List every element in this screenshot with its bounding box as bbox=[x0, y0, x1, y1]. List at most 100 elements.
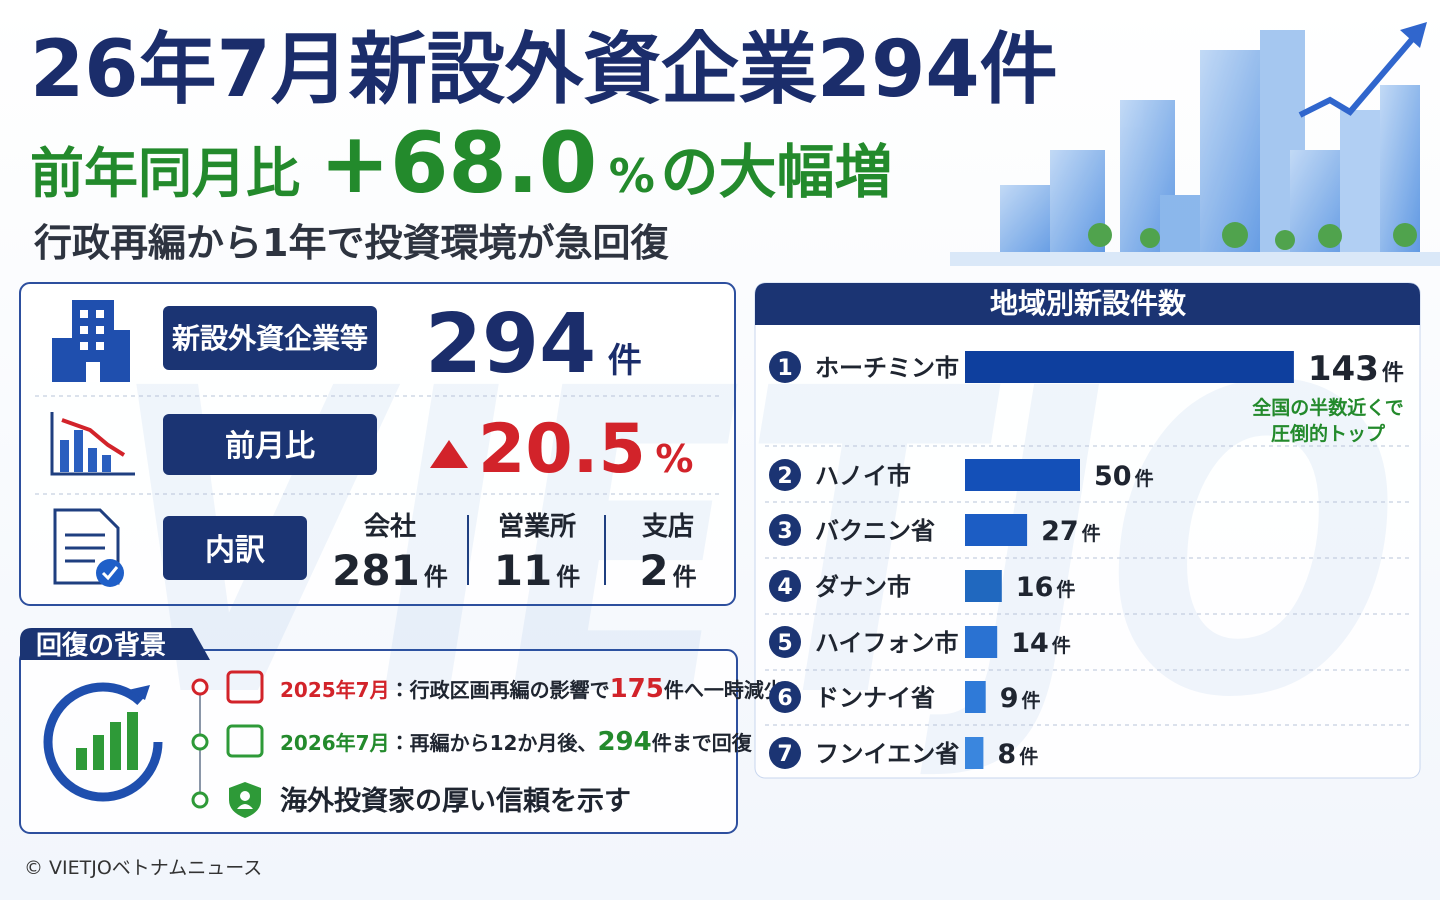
city-illustration bbox=[950, 22, 1440, 266]
bar bbox=[965, 737, 984, 769]
title: 26年7月新設外資企業294件 bbox=[30, 25, 1058, 115]
stat-label: 新設外資企業等 bbox=[171, 322, 368, 355]
category-label: ハノイ市 bbox=[815, 462, 911, 490]
category-label: フンイエン省 bbox=[815, 740, 959, 768]
category-label: ホーチミン市 bbox=[815, 354, 959, 382]
value-label: 16 件 bbox=[1016, 572, 1076, 603]
value-unit: 件 bbox=[1019, 745, 1038, 768]
bar bbox=[965, 351, 1294, 383]
subtitle-value: +68.0 bbox=[320, 114, 598, 212]
breakdown-number: 11 bbox=[494, 546, 552, 595]
value-label: 50 件 bbox=[1094, 461, 1154, 492]
breakdown-name: 営業所 bbox=[498, 512, 576, 542]
breakdown-unit: 件 bbox=[673, 563, 697, 591]
breakdown-unit: 件 bbox=[424, 563, 448, 591]
chart-header bbox=[755, 283, 1420, 325]
timeline-item: 2026年7月：再編から12か月後、294件まで回復 bbox=[280, 727, 753, 757]
label-box bbox=[163, 306, 377, 370]
breakdown-number: 2 bbox=[639, 546, 668, 595]
value-label: 14 件 bbox=[1011, 628, 1071, 659]
item-number: 175 bbox=[610, 674, 664, 704]
subtitle-unit: % bbox=[609, 149, 655, 203]
section-title: 回復の背景 bbox=[36, 630, 166, 661]
rank-badge bbox=[769, 626, 801, 658]
breakdown-name: 支店 bbox=[642, 512, 694, 542]
footer: © VIETJOベトナムニュース bbox=[24, 857, 262, 879]
increase-icon bbox=[430, 440, 468, 468]
rank: 5 bbox=[777, 631, 792, 656]
rank-badge bbox=[769, 459, 801, 491]
stat-unit: % bbox=[655, 437, 693, 481]
rank-badge bbox=[769, 737, 801, 769]
annotation: 全国の半数近くで bbox=[1252, 396, 1403, 419]
category-label: バクニン省 bbox=[815, 517, 935, 545]
rank-badge bbox=[769, 351, 801, 383]
rank-badge bbox=[769, 681, 801, 713]
breakdown-number: 281 bbox=[332, 546, 420, 595]
item-date: 2025年7月 bbox=[280, 678, 390, 702]
bar bbox=[965, 459, 1080, 491]
value-number: 27 bbox=[1041, 516, 1079, 547]
value-number: 14 bbox=[1011, 628, 1049, 659]
document-icon bbox=[53, 508, 124, 587]
item-tail: 件まで回復 bbox=[652, 731, 753, 755]
item-date: 2026年7月 bbox=[280, 731, 390, 755]
section-tab bbox=[20, 628, 210, 660]
timeline-item: 2025年7月：行政区画再編の影響で175件へ一時減少 bbox=[280, 674, 784, 704]
stat-unit: 件 bbox=[608, 341, 642, 381]
annotation: 圧倒的トップ bbox=[1271, 422, 1386, 445]
bar bbox=[965, 681, 986, 713]
rank: 3 bbox=[777, 519, 792, 544]
label-box bbox=[163, 516, 307, 580]
breakdown-value: 11 件 bbox=[494, 546, 580, 595]
rank: 6 bbox=[777, 686, 792, 711]
stat-number: 20.5 bbox=[478, 410, 646, 489]
chart-down-icon bbox=[50, 412, 135, 476]
bar bbox=[965, 514, 1028, 546]
category-label: ダナン市 bbox=[815, 573, 911, 601]
subtitle-lead: 前年同月比 bbox=[30, 142, 300, 205]
item-number: 294 bbox=[597, 727, 651, 757]
item-text: ：再編から12か月後、 bbox=[390, 731, 598, 755]
background-items: 2025年7月：行政区画再編の影響で175件へ一時減少 2026年7月：再編から1… bbox=[280, 674, 784, 757]
recovery-icon bbox=[43, 682, 163, 802]
subtitle-tail: の大幅増 bbox=[660, 138, 892, 206]
rank: 2 bbox=[777, 464, 792, 489]
building-icon bbox=[52, 300, 130, 382]
tagline: 行政再編から1年で投資環境が急回復 bbox=[34, 221, 669, 265]
breakdown-dividers bbox=[467, 515, 606, 585]
value-unit: 件 bbox=[1382, 361, 1404, 386]
value-label: 27 件 bbox=[1041, 516, 1101, 547]
item-tail: 件へ一時減少 bbox=[664, 678, 784, 702]
stat-label: 前月比 bbox=[225, 429, 315, 464]
value-unit: 件 bbox=[1082, 522, 1101, 545]
value-number: 8 bbox=[997, 739, 1016, 770]
value-label: 143 件 bbox=[1308, 349, 1404, 389]
value-number: 16 bbox=[1016, 572, 1054, 603]
value-unit: 件 bbox=[1056, 578, 1075, 601]
category-label: ハイフォン市 bbox=[815, 629, 959, 657]
value-unit: 件 bbox=[1052, 634, 1071, 657]
stat-value: 294 件 bbox=[425, 297, 642, 392]
rank: 4 bbox=[777, 575, 792, 600]
value-number: 143 bbox=[1308, 349, 1379, 389]
value-unit: 件 bbox=[1021, 689, 1040, 712]
label-box bbox=[163, 414, 377, 475]
breakdown-name: 会社 bbox=[364, 512, 416, 542]
stat-number: 294 bbox=[425, 297, 596, 392]
value-number: 9 bbox=[1000, 683, 1019, 714]
stat-label: 内訳 bbox=[205, 533, 265, 568]
timeline bbox=[191, 670, 264, 818]
breakdown-value: 281 件 bbox=[332, 546, 448, 595]
rank: 1 bbox=[777, 356, 792, 381]
subtitle: 前年同月比 +68.0 % の大幅増 bbox=[30, 114, 892, 212]
rank-badge bbox=[769, 514, 801, 546]
bar bbox=[965, 570, 1002, 602]
value-number: 50 bbox=[1094, 461, 1132, 492]
